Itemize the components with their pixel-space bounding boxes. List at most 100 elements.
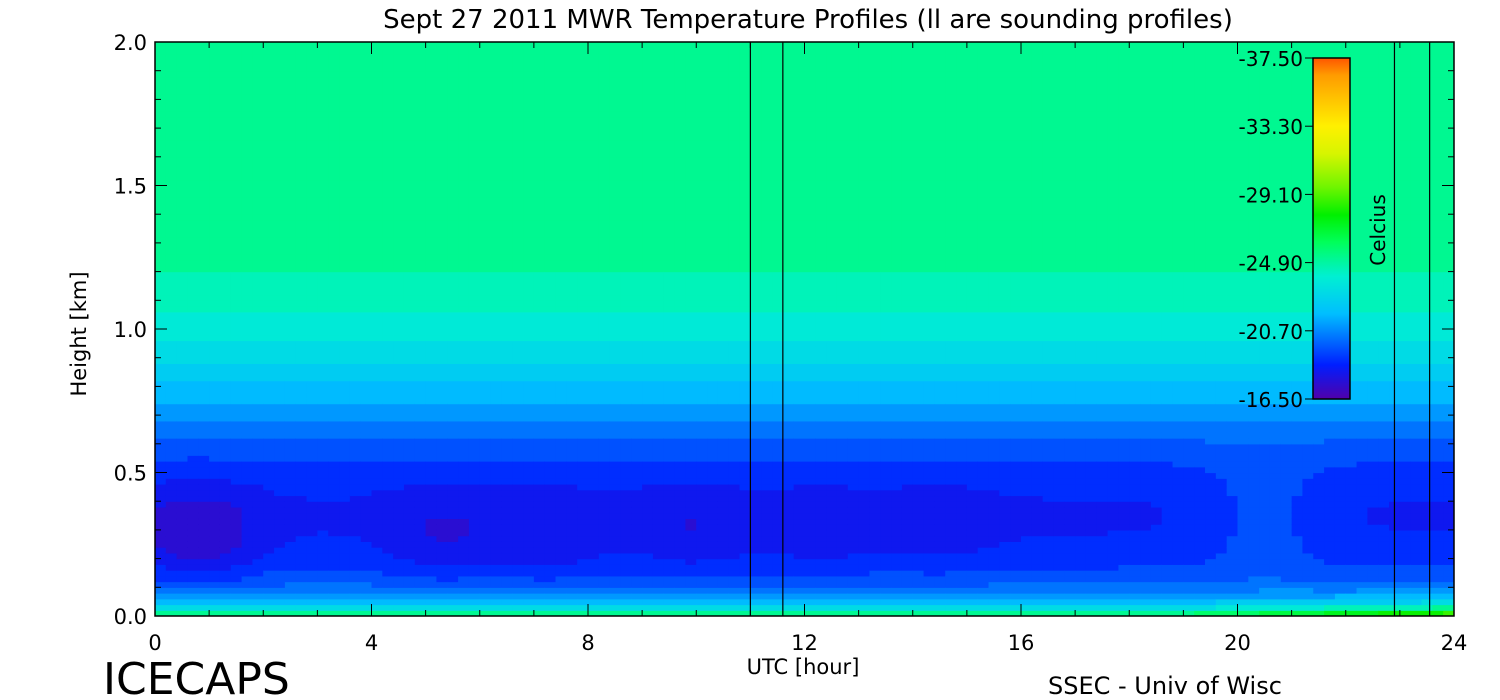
heatmap-cell — [598, 472, 611, 479]
heatmap-cell — [631, 340, 643, 347]
heatmap-cell — [155, 242, 167, 250]
heatmap-cell — [252, 42, 264, 49]
heatmap-cell — [555, 403, 567, 410]
heatmap-cell — [652, 329, 665, 336]
heatmap-cell — [674, 386, 687, 393]
heatmap-cell — [577, 139, 589, 146]
heatmap-cell — [533, 271, 546, 278]
heatmap-cell — [685, 397, 697, 405]
heatmap-cell — [685, 415, 697, 422]
heatmap-cell — [501, 392, 513, 399]
heatmap-cell — [631, 133, 643, 141]
heatmap-cell — [468, 185, 481, 192]
heatmap-cell — [555, 455, 567, 462]
heatmap-cell — [523, 420, 535, 428]
heatmap-cell — [663, 575, 676, 583]
heatmap-cell — [209, 461, 221, 468]
heatmap-cell — [414, 558, 427, 565]
heatmap-cell — [425, 443, 438, 451]
heatmap-cell — [620, 82, 632, 89]
heatmap-cell — [263, 237, 275, 244]
heatmap-cell — [274, 110, 286, 118]
heatmap-cell — [663, 208, 676, 215]
heatmap-cell — [403, 415, 416, 422]
heatmap-cell — [360, 277, 373, 284]
heatmap-cell — [274, 145, 286, 152]
heatmap-cell — [155, 185, 167, 192]
heatmap-cell — [620, 449, 632, 456]
heatmap-cell — [598, 529, 611, 537]
heatmap-cell — [685, 369, 697, 376]
heatmap-cell — [458, 506, 470, 514]
heatmap-cell — [274, 265, 286, 273]
heatmap-cell — [187, 219, 199, 227]
heatmap-cell — [339, 529, 351, 537]
heatmap-cell — [652, 53, 665, 60]
heatmap-cell — [382, 461, 394, 468]
heatmap-cell — [219, 47, 232, 55]
heatmap-cell — [306, 518, 318, 525]
heatmap-cell — [403, 501, 416, 508]
heatmap-cell — [468, 357, 481, 365]
heatmap-cell — [403, 426, 416, 433]
heatmap-cell — [468, 541, 481, 548]
heatmap-cell — [425, 392, 438, 399]
heatmap-cell — [620, 317, 632, 324]
heatmap-cell — [642, 340, 654, 347]
heatmap-cell — [674, 478, 687, 485]
heatmap-cell — [436, 466, 448, 474]
heatmap-cell — [382, 128, 394, 135]
heatmap-cell — [252, 374, 264, 382]
heatmap-cell — [414, 139, 427, 146]
heatmap-cell — [165, 306, 178, 313]
heatmap-cell — [241, 329, 254, 336]
heatmap-cell — [230, 587, 243, 594]
heatmap-cell — [252, 47, 264, 55]
heatmap-cell — [198, 116, 210, 123]
heatmap-cell — [274, 357, 286, 365]
heatmap-cell — [588, 449, 600, 456]
heatmap-cell — [598, 489, 611, 497]
heatmap-cell — [252, 306, 264, 313]
heatmap-cell — [155, 541, 167, 548]
heatmap-cell — [458, 82, 470, 89]
heatmap-cell — [642, 541, 654, 548]
heatmap-cell — [523, 461, 535, 468]
heatmap-cell — [176, 105, 189, 112]
heatmap-cell — [252, 145, 264, 152]
heatmap-cell — [425, 323, 438, 330]
heatmap-cell — [501, 265, 513, 273]
heatmap-cell — [652, 196, 665, 204]
heatmap-cell — [544, 214, 557, 221]
heatmap-cell — [209, 329, 221, 336]
heatmap-cell — [382, 587, 394, 594]
heatmap-cell — [209, 478, 221, 485]
heatmap-cell — [577, 185, 589, 192]
heatmap-cell — [284, 415, 297, 422]
heatmap-cell — [263, 265, 275, 273]
heatmap-cell — [458, 214, 470, 221]
heatmap-cell — [306, 277, 318, 284]
heatmap-cell — [403, 472, 416, 479]
heatmap-cell — [436, 443, 448, 451]
heatmap-cell — [263, 254, 275, 261]
heatmap-cell — [533, 64, 546, 72]
heatmap-cell — [230, 202, 243, 210]
heatmap-cell — [458, 455, 470, 462]
heatmap-cell — [295, 455, 308, 462]
heatmap-cell — [598, 128, 611, 135]
heatmap-cell — [436, 70, 448, 78]
heatmap-cell — [663, 466, 676, 474]
heatmap-cell — [393, 374, 405, 382]
heatmap-cell — [371, 357, 383, 365]
heatmap-cell — [414, 386, 427, 393]
heatmap-cell — [674, 483, 687, 491]
heatmap-cell — [155, 529, 167, 537]
heatmap-cell — [490, 610, 502, 616]
heatmap-cell — [414, 271, 427, 278]
heatmap-cell — [263, 122, 275, 129]
heatmap-cell — [230, 162, 243, 169]
heatmap-cell — [490, 363, 502, 370]
heatmap-cell — [642, 386, 654, 393]
heatmap-cell — [544, 116, 557, 123]
